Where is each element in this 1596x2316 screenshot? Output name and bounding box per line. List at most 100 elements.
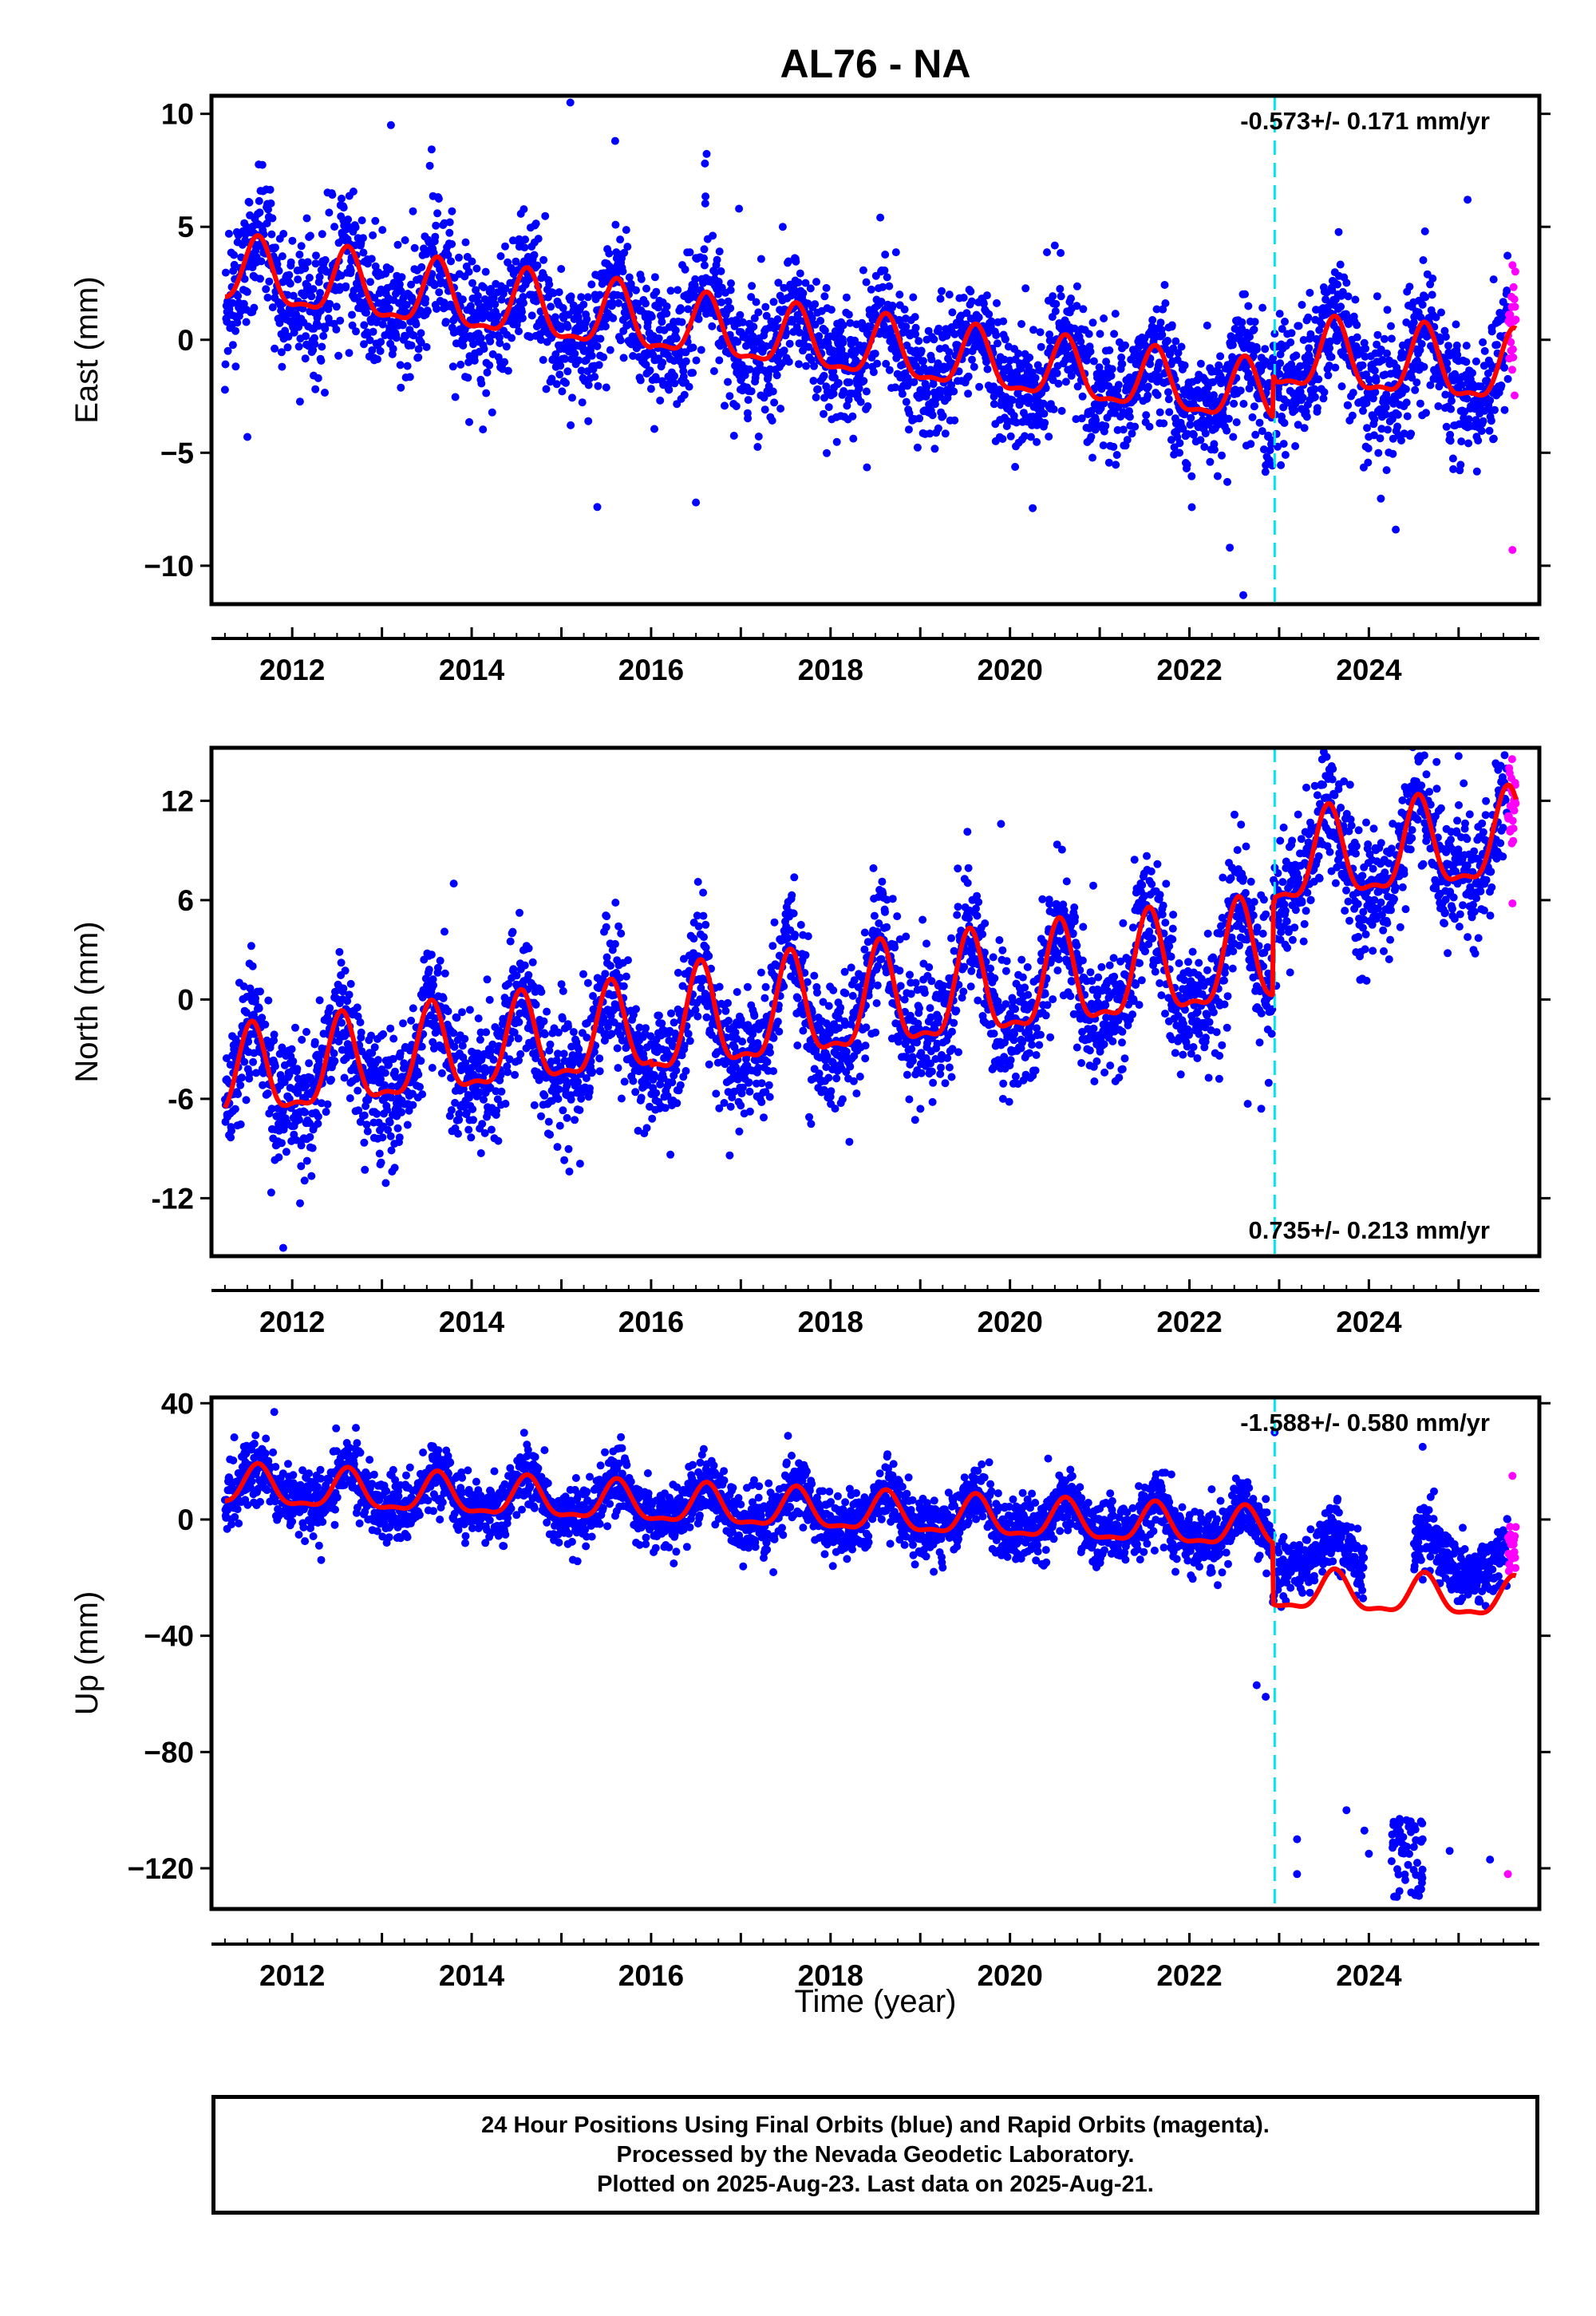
- final-point: [1464, 415, 1473, 424]
- final-point: [684, 305, 693, 314]
- final-point: [262, 285, 271, 294]
- final-point: [504, 366, 512, 375]
- final-point: [1326, 337, 1334, 346]
- final-point: [378, 226, 387, 235]
- final-point: [1382, 466, 1391, 475]
- final-point: [427, 951, 436, 959]
- final-point: [856, 397, 865, 406]
- final-point: [1369, 394, 1377, 403]
- final-point: [701, 192, 710, 201]
- final-point: [266, 185, 275, 194]
- final-point: [318, 342, 326, 351]
- final-point: [584, 381, 593, 389]
- final-point: [423, 307, 432, 315]
- final-point: [1387, 334, 1396, 343]
- final-point: [609, 314, 618, 322]
- final-point: [665, 385, 674, 394]
- final-point: [754, 433, 763, 441]
- final-point: [1148, 316, 1157, 324]
- final-point: [332, 325, 341, 334]
- final-point: [1196, 436, 1205, 445]
- final-point: [820, 292, 829, 301]
- final-point: [1096, 330, 1104, 338]
- final-point: [1112, 451, 1121, 459]
- final-point: [1229, 433, 1238, 441]
- final-point: [377, 1158, 385, 1167]
- outlier-point: [386, 121, 395, 129]
- final-point: [1337, 382, 1346, 391]
- final-point: [286, 258, 295, 267]
- final-point: [305, 1059, 314, 1068]
- x-tick-label: 2012: [259, 654, 325, 686]
- final-point: [1444, 342, 1452, 350]
- final-point: [877, 298, 886, 306]
- final-point: [1448, 454, 1457, 463]
- final-point: [543, 1007, 551, 1016]
- final-point: [360, 321, 369, 330]
- final-point: [806, 284, 815, 293]
- final-point: [945, 290, 954, 299]
- final-point: [297, 1141, 306, 1150]
- final-point: [376, 346, 385, 355]
- final-point: [1203, 321, 1211, 330]
- final-point: [337, 271, 346, 280]
- final-point: [458, 295, 467, 304]
- final-point: [1393, 410, 1402, 419]
- final-point: [255, 208, 264, 217]
- final-point: [256, 275, 264, 283]
- final-point: [480, 283, 488, 291]
- final-point: [1434, 402, 1443, 410]
- final-point: [416, 1082, 424, 1091]
- final-point: [386, 1024, 395, 1033]
- final-point: [515, 1018, 523, 1026]
- final-point: [1224, 414, 1233, 423]
- final-point: [533, 261, 542, 270]
- final-point: [1070, 324, 1079, 333]
- final-point: [1086, 347, 1095, 356]
- final-point: [1144, 391, 1152, 400]
- final-point: [1277, 460, 1286, 469]
- final-point: [1489, 434, 1498, 443]
- final-point: [1073, 282, 1081, 290]
- final-point: [796, 269, 804, 278]
- final-point: [990, 400, 998, 409]
- final-point: [1040, 409, 1049, 418]
- final-point: [632, 286, 640, 294]
- final-point: [1006, 432, 1015, 441]
- final-point: [345, 349, 354, 358]
- final-point: [618, 267, 627, 276]
- final-point: [1486, 396, 1495, 405]
- final-point: [441, 318, 450, 326]
- final-point: [1333, 280, 1341, 289]
- final-point: [234, 291, 243, 300]
- final-point: [700, 254, 708, 263]
- final-point: [302, 1156, 311, 1165]
- final-point: [650, 273, 659, 282]
- final-point: [519, 298, 527, 307]
- final-point: [314, 1120, 322, 1128]
- final-point: [1146, 360, 1155, 369]
- final-point: [632, 1005, 640, 1014]
- final-point: [702, 149, 711, 158]
- final-point: [414, 1070, 423, 1079]
- final-point: [539, 1017, 548, 1026]
- final-point: [401, 332, 410, 341]
- final-point: [1283, 398, 1292, 407]
- final-point: [681, 357, 690, 366]
- final-point: [917, 346, 926, 355]
- final-point: [555, 370, 564, 379]
- final-point: [567, 292, 575, 301]
- final-point: [1304, 313, 1313, 322]
- final-point: [409, 1004, 417, 1013]
- outlier-point: [1464, 196, 1472, 204]
- final-point: [431, 232, 440, 241]
- final-point: [433, 963, 442, 972]
- final-point: [1290, 406, 1299, 415]
- final-point: [563, 367, 572, 376]
- final-point: [417, 338, 425, 347]
- final-point: [928, 411, 937, 420]
- final-point: [867, 322, 875, 331]
- final-point: [619, 982, 628, 990]
- final-point: [1487, 327, 1496, 336]
- final-point: [389, 1034, 398, 1043]
